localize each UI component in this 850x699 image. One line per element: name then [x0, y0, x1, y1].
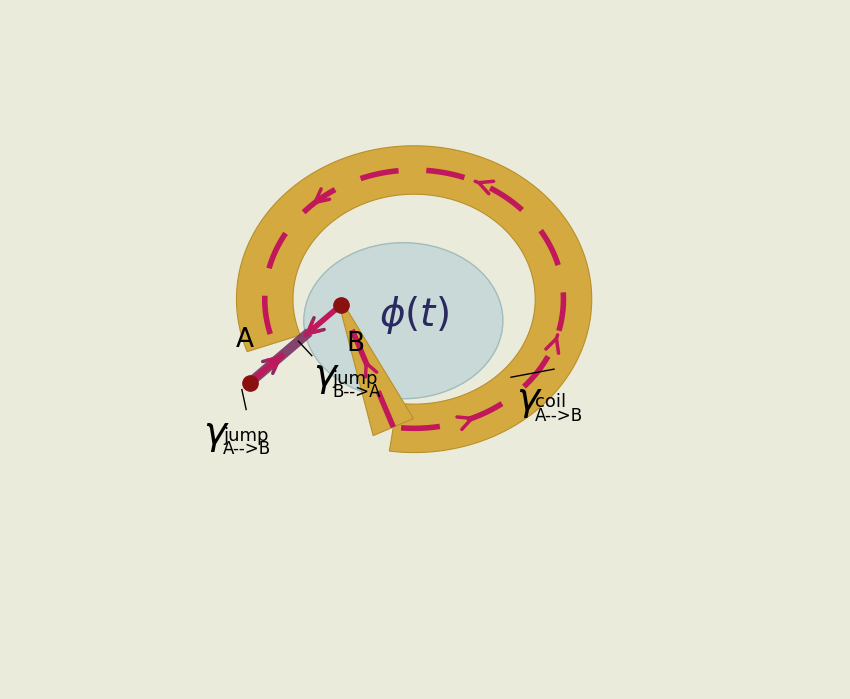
Text: $\gamma$: $\gamma$	[203, 417, 230, 454]
Text: jump: jump	[332, 370, 377, 388]
Text: coil: coil	[536, 394, 566, 412]
Text: A: A	[235, 327, 253, 353]
Text: A-->B: A-->B	[223, 440, 271, 458]
Text: A-->B: A-->B	[536, 407, 583, 425]
Text: $\gamma$: $\gamma$	[516, 382, 543, 419]
Text: jump: jump	[223, 427, 269, 445]
Ellipse shape	[303, 243, 503, 398]
Polygon shape	[339, 303, 413, 435]
Text: B: B	[347, 331, 365, 357]
Text: $\gamma$: $\gamma$	[313, 359, 340, 396]
Text: B-->A: B-->A	[332, 382, 381, 401]
Text: $\phi(t)$: $\phi(t)$	[379, 294, 449, 336]
Polygon shape	[236, 146, 592, 452]
